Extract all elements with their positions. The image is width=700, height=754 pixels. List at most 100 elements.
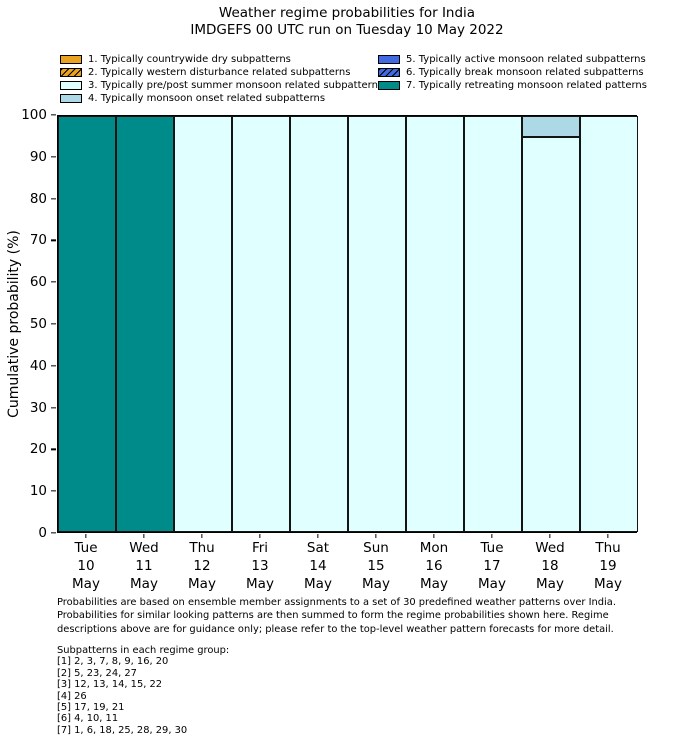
bar-mon-16-may — [406, 116, 464, 532]
y-tick-label: 20 — [29, 441, 47, 458]
legend-swatch-solid — [60, 81, 82, 90]
y-tick-label: 30 — [29, 399, 47, 416]
footnote-line: descriptions above are for guidance only… — [57, 623, 614, 635]
bar-segment — [174, 116, 232, 532]
x-tick-mark — [375, 534, 377, 538]
x-tick-label-line: 14 — [309, 558, 327, 574]
x-tick-label-line: Tue — [480, 540, 504, 556]
legend-item: 2. Typically western disturbance related… — [60, 66, 383, 79]
y-tick-mark — [51, 448, 56, 451]
legend-item: 6. Typically break monsoon related subpa… — [378, 66, 647, 79]
footnote: Probabilities are based on ensemble memb… — [57, 596, 616, 636]
x-tick-label: Thu 19 May — [594, 539, 622, 593]
x-tick-label: Tue 10 May — [72, 539, 100, 593]
bar-tue-17-may — [464, 116, 522, 532]
x-tick-mark — [549, 534, 551, 538]
bar-wed-11-may — [116, 116, 174, 532]
subpatterns-list: [1] 2, 3, 7, 8, 9, 16, 20 [2] 5, 23, 24, … — [57, 656, 229, 736]
bar-segment — [522, 137, 580, 532]
bar-segment — [580, 116, 638, 532]
y-tick-label: 60 — [29, 274, 47, 291]
x-tick-mark — [201, 534, 203, 538]
subpatterns-heading: Subpatterns in each regime group: — [57, 645, 230, 656]
x-tick-label-line: 11 — [135, 558, 153, 574]
x-tick-label: Sat 14 May — [304, 539, 332, 593]
x-tick-mark — [85, 534, 87, 538]
x-tick-mark — [317, 534, 319, 538]
x-tick-label-line: Thu — [595, 540, 621, 556]
legend-label: 1. Typically countrywide dry subpatterns — [88, 54, 291, 65]
y-tick-mark — [51, 114, 56, 116]
subpattern-line: [4] 26 — [57, 690, 87, 702]
y-tick-label: 90 — [29, 148, 47, 165]
x-tick-label: Sun 15 May — [362, 539, 390, 593]
x-tick-label-line: Tue — [74, 540, 98, 556]
y-tick-label: 100 — [21, 107, 47, 123]
x-tick-label: Wed 18 May — [535, 539, 564, 593]
bar-segment — [464, 116, 522, 532]
x-tick-label-line: May — [130, 576, 158, 592]
x-tick-mark — [433, 534, 435, 538]
y-tick-mark — [51, 281, 56, 283]
y-tick-mark — [51, 490, 56, 492]
x-tick-label-line: May — [72, 576, 100, 592]
x-tick-label-line: May — [536, 576, 564, 592]
y-tick-mark — [51, 197, 56, 200]
legend-label: 7. Typically retreating monsoon related … — [406, 80, 647, 91]
x-tick-label-line: May — [304, 576, 332, 592]
legend-item: 7. Typically retreating monsoon related … — [378, 79, 647, 92]
footnote-line: Probabilities are based on ensemble memb… — [57, 597, 616, 608]
legend-item: 5. Typically active monsoon related subp… — [378, 53, 647, 66]
bar-sun-15-may — [348, 116, 406, 532]
plot-area — [57, 115, 638, 533]
subpattern-line: [2] 5, 23, 24, 27 — [57, 667, 137, 679]
y-tick-mark — [51, 365, 56, 367]
legend-item: 1. Typically countrywide dry subpatterns — [60, 53, 383, 66]
bar-tue-10-may — [58, 116, 116, 532]
legend-swatch-hatched — [60, 68, 82, 77]
subpattern-line: [6] 4, 10, 11 — [57, 713, 119, 725]
x-tick-label: Mon 16 May — [420, 539, 448, 593]
x-tick-mark — [607, 534, 609, 538]
bar-segment — [290, 116, 348, 532]
bar-segment — [406, 116, 464, 532]
x-tick-label-line: 12 — [193, 558, 211, 574]
x-tick-label-line: Sat — [306, 540, 330, 556]
x-tick-label-line: May — [362, 576, 390, 592]
x-tick-label-line: Fri — [251, 540, 269, 556]
x-tick-label-line: 17 — [483, 558, 501, 574]
x-tick-label-line: 18 — [541, 558, 559, 574]
legend-item: 3. Typically pre/post summer monsoon rel… — [60, 79, 383, 92]
legend-label: 6. Typically break monsoon related subpa… — [406, 67, 644, 78]
bar-sat-14-may — [290, 116, 348, 532]
y-tick-label: 80 — [29, 190, 47, 207]
subpattern-line: [3] 12, 13, 14, 15, 22 — [57, 679, 163, 691]
x-tick-label-line: 15 — [367, 558, 385, 574]
y-tick-label: 0 — [38, 525, 47, 541]
bar-thu-12-may — [174, 116, 232, 532]
legend-item: 4. Typically monsoon onset related subpa… — [60, 92, 383, 105]
y-tick-mark — [51, 239, 56, 242]
x-tick-label-line: May — [246, 576, 274, 592]
y-tick-label: 50 — [29, 316, 47, 332]
x-tick-label-line: Wed — [535, 540, 565, 556]
x-tick-mark — [491, 534, 493, 538]
legend-label: 5. Typically active monsoon related subp… — [406, 54, 646, 65]
legend-label: 4. Typically monsoon onset related subpa… — [88, 93, 326, 104]
x-tick-label-line: 16 — [425, 558, 443, 574]
x-tick-label-line: May — [594, 576, 622, 592]
legend-label: 3. Typically pre/post summer monsoon rel… — [88, 80, 384, 91]
subpattern-line: [5] 17, 19, 21 — [57, 702, 125, 714]
x-tick-label-line: Wed — [129, 540, 159, 556]
bar-segment — [522, 116, 580, 138]
y-tick-label: 40 — [29, 357, 47, 374]
x-tick-label: Fri 13 May — [246, 539, 274, 593]
subpatterns-block: Subpatterns in each regime group: [1] 2,… — [57, 645, 229, 736]
bar-fri-13-may — [232, 116, 290, 532]
x-tick-mark — [259, 534, 261, 538]
x-tick-label-line: Thu — [189, 540, 215, 556]
footnote-line: Probabilities for similar looking patter… — [57, 610, 609, 622]
bar-thu-19-may — [580, 116, 638, 532]
legend-swatch-solid — [60, 55, 82, 64]
